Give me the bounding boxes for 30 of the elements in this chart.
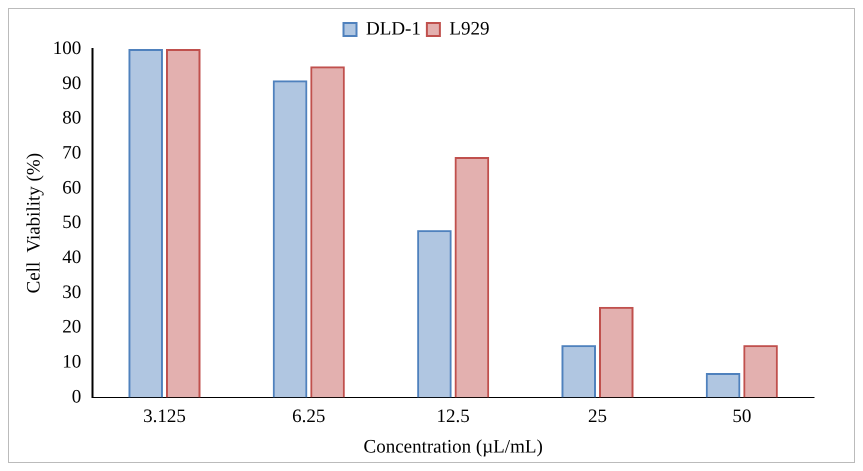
y-tick-label: 90 xyxy=(62,72,82,94)
bar xyxy=(743,345,778,398)
bar xyxy=(417,230,452,398)
y-tick-label: 40 xyxy=(62,247,82,268)
x-tick-label: 3.125 xyxy=(143,406,186,427)
x-tick-label: 12.5 xyxy=(436,406,470,427)
bar xyxy=(166,49,200,398)
y-axis-title: Cell Viability (%) xyxy=(23,152,44,294)
bar xyxy=(128,49,163,398)
bar xyxy=(310,66,345,398)
y-tick-label: 30 xyxy=(62,282,82,303)
y-tick-label: 0 xyxy=(72,386,82,408)
y-tick-label: 20 xyxy=(62,316,82,338)
bar xyxy=(272,80,308,398)
bar xyxy=(706,373,740,398)
y-tick-label: 100 xyxy=(52,38,82,59)
bar xyxy=(598,306,634,398)
x-axis-title: Concentration (µL/mL) xyxy=(364,436,543,458)
x-tick-label: 25 xyxy=(588,406,607,427)
y-tick-label: 50 xyxy=(62,212,82,234)
y-tick-label: 70 xyxy=(62,142,82,164)
bar xyxy=(561,345,596,398)
legend-label: DLD-1 xyxy=(366,18,421,40)
x-tick-label: 6.25 xyxy=(292,406,326,427)
x-tick-label: 50 xyxy=(732,406,752,427)
bar xyxy=(454,157,490,398)
y-tick-label: 60 xyxy=(62,177,82,198)
legend-label: L929 xyxy=(449,18,490,40)
y-tick-label: 80 xyxy=(62,108,82,129)
y-tick-label: 10 xyxy=(62,352,82,373)
